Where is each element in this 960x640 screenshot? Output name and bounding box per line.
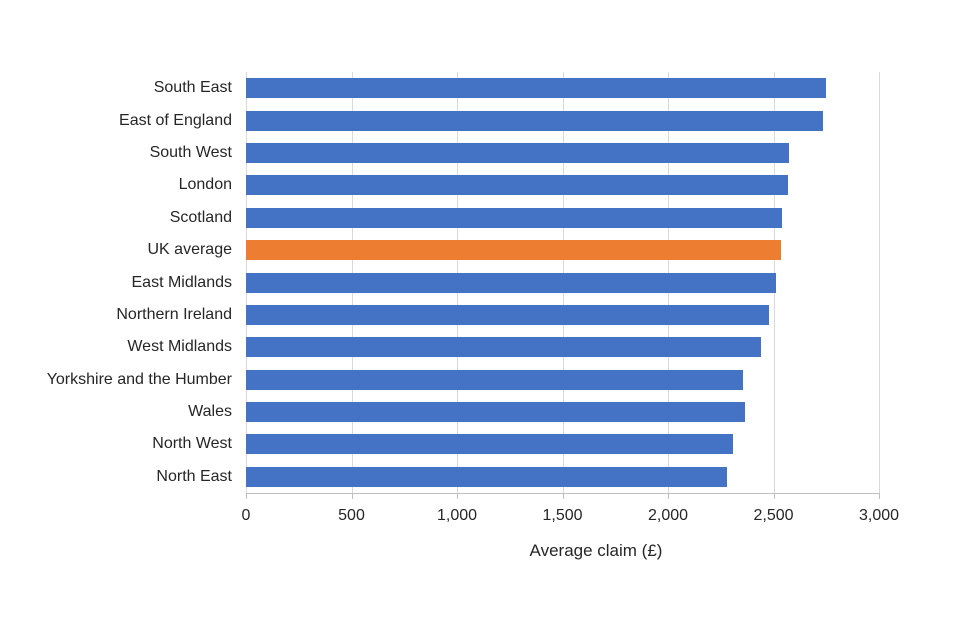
- category-label-wales: Wales: [188, 403, 232, 421]
- x-tick-0: [246, 493, 247, 499]
- x-tick-2500: [773, 493, 775, 499]
- category-axis-labels: South East East of England South West Londo…: [0, 72, 232, 493]
- category-label-east-of-england: East of England: [119, 111, 232, 129]
- x-tick-label-2000: 2,000: [647, 507, 689, 524]
- bar-north-east: [246, 466, 728, 487]
- gridline-x-3000: [879, 72, 880, 493]
- bar-row: [246, 461, 879, 493]
- bar-row: [246, 428, 879, 460]
- x-tick-500: [351, 493, 353, 499]
- x-tick-1500: [562, 493, 564, 499]
- x-axis-title: Average claim (£): [529, 541, 663, 560]
- x-tick-label-2500: 2,500: [753, 507, 794, 524]
- bar-row: [246, 331, 879, 363]
- bar-south-east: [246, 78, 827, 99]
- x-tick-label-1500: 1,500: [542, 507, 583, 524]
- category-label-scotland: Scotland: [169, 208, 232, 226]
- category-label-yorkshire-and-the-humber: Yorkshire and the Humber: [46, 370, 232, 388]
- category-label-south-west: South West: [149, 143, 232, 161]
- category-label-east-midlands: East Midlands: [131, 273, 233, 291]
- x-tick-3000: [879, 493, 880, 499]
- bar-row: [246, 266, 879, 298]
- bar-row: [246, 364, 879, 396]
- category-label-south-east: South East: [153, 79, 232, 97]
- bar-row: [246, 202, 879, 234]
- category-label-uk-average: UK average: [147, 241, 233, 259]
- category-label-northern-ireland: Northern Ireland: [116, 305, 232, 323]
- bar-rows: [246, 72, 879, 493]
- bar-row: [246, 104, 879, 136]
- x-tick-label-3000: 3,000: [858, 507, 900, 524]
- x-tick-label-1000: 1,000: [436, 507, 478, 524]
- bar-row: [246, 299, 879, 331]
- category-label-north-east: North East: [156, 467, 232, 485]
- bar-row: [246, 396, 879, 428]
- bar-row: [246, 169, 879, 201]
- category-label-north-west: North West: [152, 435, 232, 453]
- category-label-west-midlands: West Midlands: [127, 338, 232, 356]
- bar-northern-ireland: [246, 304, 770, 325]
- x-tick-label-500: 500: [338, 507, 365, 524]
- bar-north-west: [246, 434, 734, 455]
- x-tick-label-0: 0: [241, 507, 251, 524]
- x-tick-2000: [668, 493, 669, 499]
- bar-east-midlands: [246, 272, 776, 293]
- bar-south-west: [246, 142, 790, 163]
- bar-row: [246, 234, 879, 266]
- bar-uk-average: [246, 240, 781, 261]
- bar-row: [246, 72, 879, 104]
- bar-yorkshire-and-the-humber: [246, 369, 743, 390]
- bar-row: [246, 137, 879, 169]
- plot-area: [246, 72, 880, 493]
- bar-east-of-england: [246, 110, 824, 131]
- bar-west-midlands: [246, 337, 761, 358]
- bar-scotland: [246, 207, 782, 228]
- bar-wales: [246, 402, 745, 423]
- category-label-london: London: [178, 176, 232, 194]
- bar-london: [246, 175, 789, 196]
- x-tick-1000: [457, 493, 458, 499]
